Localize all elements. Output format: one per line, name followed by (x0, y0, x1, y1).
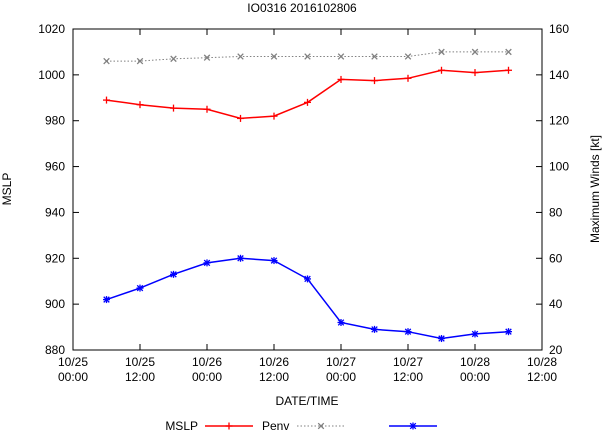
x-tick-label-time: 00:00 (460, 370, 490, 384)
x-tick-label-time: 00:00 (58, 370, 88, 384)
data-point (170, 55, 177, 63)
y-right-tick-label: 100 (549, 160, 569, 174)
x-tick-label-time: 12:00 (259, 370, 289, 384)
series-line (106, 69, 509, 120)
data-point (170, 104, 177, 112)
x-axis: 10/2500:0010/2512:0010/2600:0010/2612:00… (58, 29, 557, 384)
y-right-tick-label: 80 (549, 205, 563, 219)
x-tick-label-time: 12:00 (125, 370, 155, 384)
data-point (404, 53, 412, 60)
legend: MSLP Penv (165, 419, 437, 432)
data-point (304, 98, 311, 106)
y-right-tick-label: 120 (549, 114, 569, 128)
data-point (337, 75, 345, 83)
y-left-tick-label: 980 (45, 114, 65, 128)
data-point (404, 74, 412, 82)
data-point (170, 270, 177, 278)
data-point (103, 96, 110, 104)
y-left-tick-label: 900 (45, 297, 65, 311)
x-tick-label-date: 10/27 (393, 355, 423, 369)
data-point (438, 66, 445, 74)
x-tick-label-time: 00:00 (326, 370, 356, 384)
series-layer (103, 48, 512, 343)
data-point (136, 101, 144, 109)
legend-swatch-marker (225, 422, 233, 430)
series-unnamed-1 (103, 48, 512, 65)
data-point (505, 328, 512, 336)
chart-title: IO0316 2016102806 (247, 1, 357, 15)
data-point (304, 53, 311, 60)
data-point (103, 296, 110, 304)
plot-frame (72, 28, 543, 351)
data-point (337, 53, 345, 60)
legend-entry (389, 422, 437, 430)
data-point (471, 330, 479, 338)
x-tick-label-date: 10/28 (460, 355, 490, 369)
x-tick-label-date: 10/26 (259, 355, 289, 369)
x-tick-label-date: 10/27 (326, 355, 356, 369)
x-tick-label-date: 10/25 (125, 355, 155, 369)
data-point (404, 328, 412, 336)
x-tick-label-time: 12:00 (393, 370, 423, 384)
y-left-axis-label: MSLP (0, 173, 14, 206)
data-point (438, 48, 445, 56)
data-point (136, 284, 144, 292)
series-line (106, 257, 509, 340)
data-point (203, 259, 211, 267)
data-point (337, 318, 345, 326)
legend-entry: Penv (205, 419, 289, 432)
x-tick-label-time: 00:00 (192, 370, 222, 384)
data-point (270, 53, 278, 60)
y-right-tick-label: 140 (549, 68, 569, 82)
y-left-tick-label: 920 (45, 251, 65, 265)
y-left-tick-label: 1000 (38, 68, 65, 82)
data-point (438, 335, 445, 343)
data-point (103, 57, 110, 65)
data-point (371, 325, 378, 333)
y-right-tick-label: 60 (549, 251, 563, 265)
data-point (304, 275, 311, 283)
y-right-axis: 20 40 60 80 100 120 140 160 (536, 22, 569, 357)
y-left-axis: 880 900 920 940 960 980 1000 1020 (38, 22, 79, 357)
y-left-tick-label: 960 (45, 160, 65, 174)
y-left-tick-label: 940 (45, 205, 65, 219)
data-point (203, 54, 211, 61)
data-point (237, 53, 244, 60)
series-vmax (103, 254, 512, 343)
y-left-tick-label: 880 (45, 343, 65, 357)
y-right-tick-label: 40 (549, 297, 563, 311)
data-point (270, 257, 278, 265)
x-tick-label-time: 12:00 (527, 370, 557, 384)
data-point (505, 48, 512, 56)
data-point (237, 114, 244, 122)
x-tick-label-date: 10/26 (192, 355, 222, 369)
series-penv (103, 66, 512, 122)
data-point (471, 69, 479, 77)
data-point (371, 77, 378, 85)
legend-swatch-marker (409, 422, 417, 430)
legend-swatch-marker (317, 422, 325, 430)
y-right-axis-label: Maximum Winds [kt] (588, 135, 602, 243)
x-tick-label-date: 10/28 (527, 355, 557, 369)
data-point (505, 66, 512, 74)
data-point (136, 57, 144, 65)
data-point (237, 254, 244, 262)
x-axis-label: DATE/TIME (275, 394, 338, 408)
data-point (203, 105, 211, 113)
data-point (270, 112, 278, 120)
y-left-tick-label: 1020 (38, 22, 65, 36)
y-right-tick-label: 160 (549, 22, 569, 36)
x-tick-label-date: 10/25 (58, 355, 88, 369)
data-point (371, 53, 378, 60)
y-right-tick-label: 20 (549, 343, 563, 357)
data-point (471, 48, 479, 56)
legend-title: MSLP (165, 419, 198, 432)
legend-label: Penv (262, 419, 289, 432)
legend-entry (297, 422, 345, 430)
